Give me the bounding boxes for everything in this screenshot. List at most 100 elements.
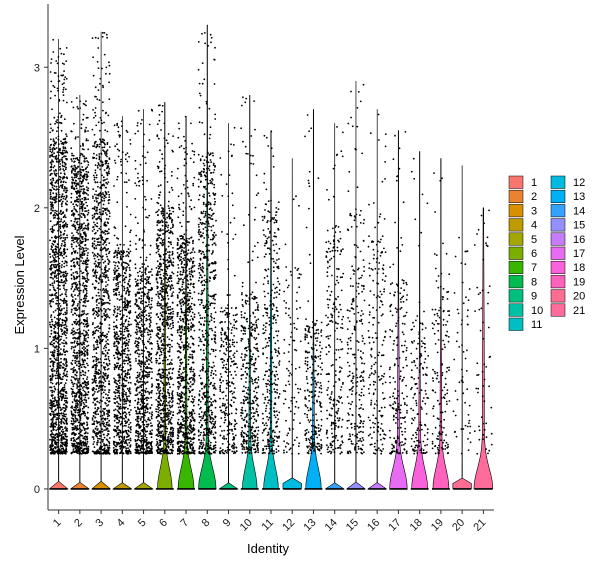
data-point [85,139,88,142]
data-point [73,208,76,210]
data-point [57,353,60,356]
data-point [52,365,55,368]
data-point [113,363,116,366]
data-point [60,213,63,216]
data-point [77,198,80,201]
data-point [64,151,67,154]
data-point [82,361,85,364]
data-point [55,251,58,254]
violin-16 [366,109,388,490]
data-point [135,410,137,412]
data-point [81,205,84,208]
data-point [64,270,67,273]
data-point [53,282,56,284]
data-point [51,198,54,201]
data-point [95,370,98,373]
data-point [87,391,90,393]
data-point [141,381,144,383]
data-point [54,122,56,125]
data-point [146,292,149,295]
data-point [84,354,86,357]
data-point [60,357,62,360]
data-point [108,146,111,148]
data-point [78,452,81,455]
data-point [141,437,144,439]
data-point [72,154,75,157]
data-point [95,352,98,354]
data-point [76,193,78,195]
data-point [135,331,137,334]
data-point [102,391,105,394]
data-point [138,312,141,315]
data-point [61,451,64,454]
data-point [106,333,108,336]
data-point [129,421,132,424]
data-point [104,349,107,352]
data-point [62,91,64,93]
data-point [80,227,83,230]
data-point [87,383,90,386]
data-point [64,327,67,330]
data-point [63,384,66,386]
data-point [116,143,118,146]
data-point [97,261,99,264]
data-point [121,356,124,358]
data-point [106,290,109,292]
data-point [124,429,127,432]
data-point [87,406,90,409]
data-point [98,437,101,440]
data-point [84,396,87,399]
data-point [145,327,148,330]
data-point [127,248,130,251]
data-point [51,436,54,439]
data-point [87,198,89,201]
data-point [87,380,90,383]
data-point [129,445,132,448]
data-point [70,192,73,195]
data-point [81,313,84,316]
data-point [82,304,85,307]
data-point [70,273,73,276]
data-point [82,174,85,177]
data-point [117,402,120,405]
data-point [71,423,74,426]
data-point [122,412,125,415]
data-point [49,265,52,268]
data-point [103,53,106,56]
data-point [137,109,140,112]
data-point [57,350,60,353]
data-point [54,196,56,199]
data-point [51,395,53,397]
data-point [64,311,67,314]
data-point [91,242,94,245]
data-point [49,284,52,286]
data-point [107,308,109,310]
data-point [56,401,58,404]
data-point [93,257,96,260]
violin-6 [157,102,173,490]
data-point [58,399,60,402]
data-point [140,295,143,297]
data-point [66,375,69,378]
data-point [86,277,89,279]
data-point [61,264,63,266]
data-point [106,237,109,240]
data-point [55,421,57,423]
data-point [101,272,104,274]
data-point [97,306,100,309]
data-point [79,100,81,103]
data-point [94,232,96,235]
data-point [57,393,60,396]
data-point [50,368,53,371]
data-point [50,341,53,343]
data-point [102,420,104,423]
data-point [82,426,85,429]
data-point [57,305,59,307]
data-point [105,192,107,195]
data-point [57,391,60,394]
data-point [137,326,140,328]
data-point [95,425,98,428]
data-point [129,368,132,371]
data-point [53,170,55,172]
data-point [102,86,104,89]
